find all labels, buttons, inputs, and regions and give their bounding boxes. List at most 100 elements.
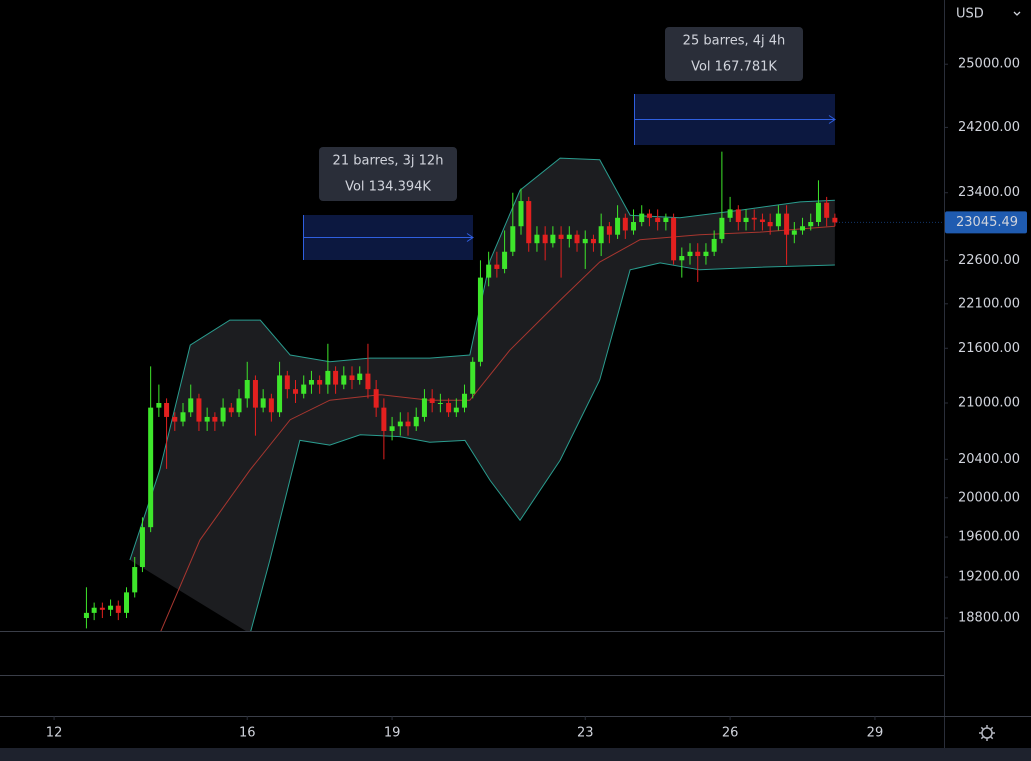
y-tick-label: 23400.00	[958, 185, 1020, 200]
candle-body	[172, 416, 178, 422]
candle-body	[188, 398, 194, 413]
candle-body	[502, 251, 508, 269]
y-tick-label: 24200.00	[958, 120, 1020, 135]
candle-body	[453, 407, 459, 413]
candle-body	[325, 370, 331, 385]
y-tick-label: 20400.00	[958, 452, 1020, 467]
candle-body	[719, 217, 725, 239]
candle-body	[373, 389, 379, 408]
candle-body	[156, 403, 162, 408]
candle-body	[268, 398, 274, 413]
candle-body	[293, 389, 299, 394]
candle-body	[784, 213, 790, 235]
candle-body	[260, 398, 266, 408]
measure-label: Vol 167.781K	[691, 60, 777, 75]
candle-body	[606, 226, 612, 235]
candle-body	[397, 421, 403, 427]
y-tick-label: 21000.00	[958, 396, 1020, 411]
candle-body	[317, 380, 323, 385]
candle-body	[421, 398, 427, 417]
candle-body	[220, 407, 226, 422]
candle-body	[365, 373, 371, 390]
candle-body	[759, 219, 765, 223]
candle-body	[743, 217, 749, 223]
candle-body	[470, 361, 476, 394]
y-tick-label: 21600.00	[958, 341, 1020, 356]
candle-body	[446, 403, 452, 413]
candle-body	[83, 612, 89, 619]
y-tick-label: 19600.00	[958, 530, 1020, 545]
candle-body	[381, 407, 387, 431]
candle-body	[639, 213, 645, 223]
candle-body	[800, 226, 806, 231]
bottom-bar	[0, 748, 1031, 761]
candle-body	[655, 217, 661, 223]
candle-body	[212, 416, 218, 422]
y-tick-label: 19200.00	[958, 570, 1020, 585]
candle-body	[252, 380, 258, 408]
candle-body	[679, 256, 685, 261]
candle-body	[703, 251, 709, 257]
candle-body	[389, 426, 395, 431]
candle-body	[204, 416, 210, 422]
band-middle	[160, 225, 835, 631]
candle-body	[357, 373, 363, 381]
candle-body	[349, 375, 355, 381]
candle-body	[542, 234, 548, 244]
x-tick-label: 12	[46, 726, 63, 741]
y-tick-label: 22600.00	[958, 253, 1020, 268]
y-tick-label: 18800.00	[958, 611, 1020, 626]
candle-body	[687, 251, 693, 257]
candle-body	[550, 234, 556, 244]
candle-body	[824, 202, 830, 218]
measure-label-box	[319, 147, 457, 201]
x-tick-label: 29	[867, 726, 884, 741]
candle-body	[405, 421, 411, 427]
measure-label: Vol 134.394K	[345, 180, 431, 195]
y-tick-label: 20000.00	[958, 490, 1020, 505]
candle-body	[566, 234, 572, 239]
candle-body	[437, 403, 443, 405]
candle-body	[791, 230, 797, 235]
candle-body	[462, 393, 468, 408]
candle-body	[534, 234, 540, 244]
candle-body	[663, 217, 669, 223]
y-tick-label: 22100.00	[958, 296, 1020, 311]
band-fill	[129, 158, 835, 631]
candle-body	[526, 201, 532, 244]
candle-body	[735, 209, 741, 223]
candle-body	[494, 264, 500, 269]
y-tick-label: 25000.00	[958, 57, 1020, 72]
x-tick-label: 16	[239, 726, 256, 741]
last-price-box	[945, 211, 1027, 234]
currency-chevron[interactable]	[1013, 11, 1021, 16]
candle-body	[196, 398, 202, 422]
candle-body	[236, 398, 242, 413]
candle-body	[180, 412, 186, 422]
candle-body	[139, 527, 145, 568]
candle-body	[775, 213, 781, 227]
candle-body	[341, 375, 347, 385]
candle-body	[832, 217, 838, 223]
candle-body	[574, 234, 580, 244]
candle-body	[148, 407, 154, 528]
candle-body	[301, 384, 307, 394]
measure-label-box	[665, 27, 803, 81]
candle-body	[598, 226, 604, 244]
candle-body	[132, 567, 138, 593]
candle-body	[815, 202, 821, 223]
currency-label[interactable]: USD	[956, 7, 984, 22]
candle-body	[124, 592, 130, 613]
measure-label: 25 barres, 4j 4h	[683, 34, 786, 49]
candle-body	[413, 416, 419, 427]
candle-body	[582, 238, 588, 244]
candle-body	[429, 398, 435, 404]
candle-body	[164, 403, 170, 417]
candle-body	[108, 605, 114, 610]
candle-body	[767, 222, 773, 227]
candle-body	[91, 607, 97, 613]
measure-label: 21 barres, 3j 12h	[333, 154, 444, 169]
plot-area	[83, 94, 838, 631]
settings-icon[interactable]	[979, 725, 995, 741]
